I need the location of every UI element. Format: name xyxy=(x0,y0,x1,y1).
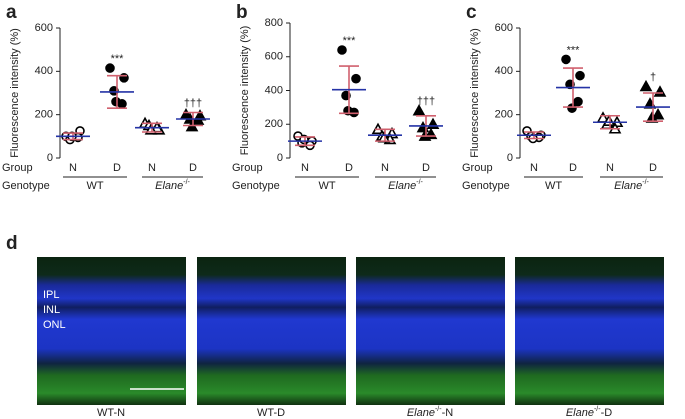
data-point xyxy=(111,96,121,107)
genotype-label: Elane-/- xyxy=(388,179,423,192)
panel-label: d xyxy=(6,233,18,254)
micrograph xyxy=(197,257,346,405)
data-point xyxy=(412,104,426,116)
label-name: Elane xyxy=(614,180,642,192)
panel-label: c xyxy=(466,2,477,23)
label-suffix: -N xyxy=(442,407,454,419)
layer-label: ONL xyxy=(43,319,66,331)
y-axis-label: Fluorescence intensity (%) xyxy=(239,26,251,156)
row-label: Genotype xyxy=(232,180,280,192)
y-tick-label: 200 xyxy=(35,109,53,121)
image-caption: Elane-/--D xyxy=(566,406,612,419)
panel-label: b xyxy=(236,2,248,23)
label-name: WT xyxy=(318,180,335,192)
row-label: Genotype xyxy=(2,180,50,192)
micrograph xyxy=(356,257,505,405)
label-superscript: -/- xyxy=(183,179,190,186)
data-point xyxy=(567,103,577,113)
data-point xyxy=(337,45,347,55)
y-axis-label: Fluorescence intensity (%) xyxy=(9,28,21,158)
group-label: N xyxy=(381,162,389,174)
significance-label: *** xyxy=(343,35,357,47)
group-label: N xyxy=(530,162,538,174)
panel-label: a xyxy=(6,2,17,23)
y-tick-label: 0 xyxy=(47,152,53,164)
group-label: D xyxy=(113,162,121,174)
label-name: WT xyxy=(97,407,114,419)
data-point xyxy=(426,117,440,130)
y-axis-label: Fluorescence intensity (%) xyxy=(469,28,481,158)
significance-label: † xyxy=(650,71,656,83)
label-name: Elane xyxy=(566,407,594,419)
label-suffix: -N xyxy=(113,407,125,419)
genotype-label: WT xyxy=(86,180,103,192)
group-label: D xyxy=(569,162,577,174)
label-name: Elane xyxy=(388,180,416,192)
group-label: D xyxy=(189,162,197,174)
data-point xyxy=(573,96,583,107)
image-caption: Elane-/--N xyxy=(407,406,453,419)
significance-label: *** xyxy=(567,44,581,56)
data-point xyxy=(575,70,585,81)
y-tick-label: 400 xyxy=(495,65,513,77)
data-point xyxy=(105,63,115,73)
group-label: D xyxy=(345,162,353,174)
row-label: Group xyxy=(462,162,493,174)
layer-label: INL xyxy=(43,304,60,316)
data-point xyxy=(651,108,665,120)
y-tick-label: 400 xyxy=(35,65,53,77)
significance-label: ††† xyxy=(417,96,435,108)
group-label: N xyxy=(69,162,77,174)
label-name: WT xyxy=(257,407,274,419)
genotype-label: Elane-/- xyxy=(614,179,649,192)
label-superscript: -/- xyxy=(594,406,601,413)
data-point xyxy=(351,73,361,84)
y-tick-label: 0 xyxy=(277,152,283,164)
label-name: WT xyxy=(86,180,103,192)
data-point xyxy=(639,79,653,92)
genotype-label: WT xyxy=(318,180,335,192)
label-superscript: -/- xyxy=(416,179,423,186)
data-point xyxy=(341,90,351,101)
genotype-label: Elane-/- xyxy=(155,179,190,192)
group-label: D xyxy=(422,162,430,174)
image-panels xyxy=(37,257,664,405)
data-point xyxy=(653,85,667,97)
label-name: Elane xyxy=(155,180,183,192)
group-label: D xyxy=(649,162,657,174)
group-label: N xyxy=(148,162,156,174)
micrograph xyxy=(515,257,664,405)
y-tick-label: 600 xyxy=(495,22,513,34)
label-name: Elane xyxy=(407,407,435,419)
group-label: N xyxy=(301,162,309,174)
y-tick-label: 0 xyxy=(507,152,513,164)
data-point xyxy=(561,54,571,65)
y-tick-label: 400 xyxy=(265,84,283,96)
y-tick-label: 600 xyxy=(265,51,283,63)
label-name: WT xyxy=(545,180,562,192)
data-point xyxy=(109,86,119,96)
label-superscript: -/- xyxy=(642,179,649,186)
y-tick-label: 200 xyxy=(495,109,513,121)
group-label: N xyxy=(606,162,614,174)
y-tick-label: 200 xyxy=(265,118,283,130)
image-caption: WT-N xyxy=(97,407,125,419)
label-superscript: -/- xyxy=(435,406,442,413)
genotype-label: WT xyxy=(545,180,562,192)
significance-label: ††† xyxy=(184,97,202,109)
row-label: Genotype xyxy=(462,180,510,192)
row-label: Group xyxy=(2,162,33,174)
micrograph xyxy=(37,257,186,405)
significance-label: *** xyxy=(111,53,125,65)
label-suffix: -D xyxy=(601,407,613,419)
image-caption: WT-D xyxy=(257,407,285,419)
y-tick-label: 800 xyxy=(265,17,283,29)
row-label: Group xyxy=(232,162,263,174)
layer-label: IPL xyxy=(43,289,60,301)
y-tick-label: 600 xyxy=(35,22,53,34)
label-suffix: -D xyxy=(273,407,285,419)
